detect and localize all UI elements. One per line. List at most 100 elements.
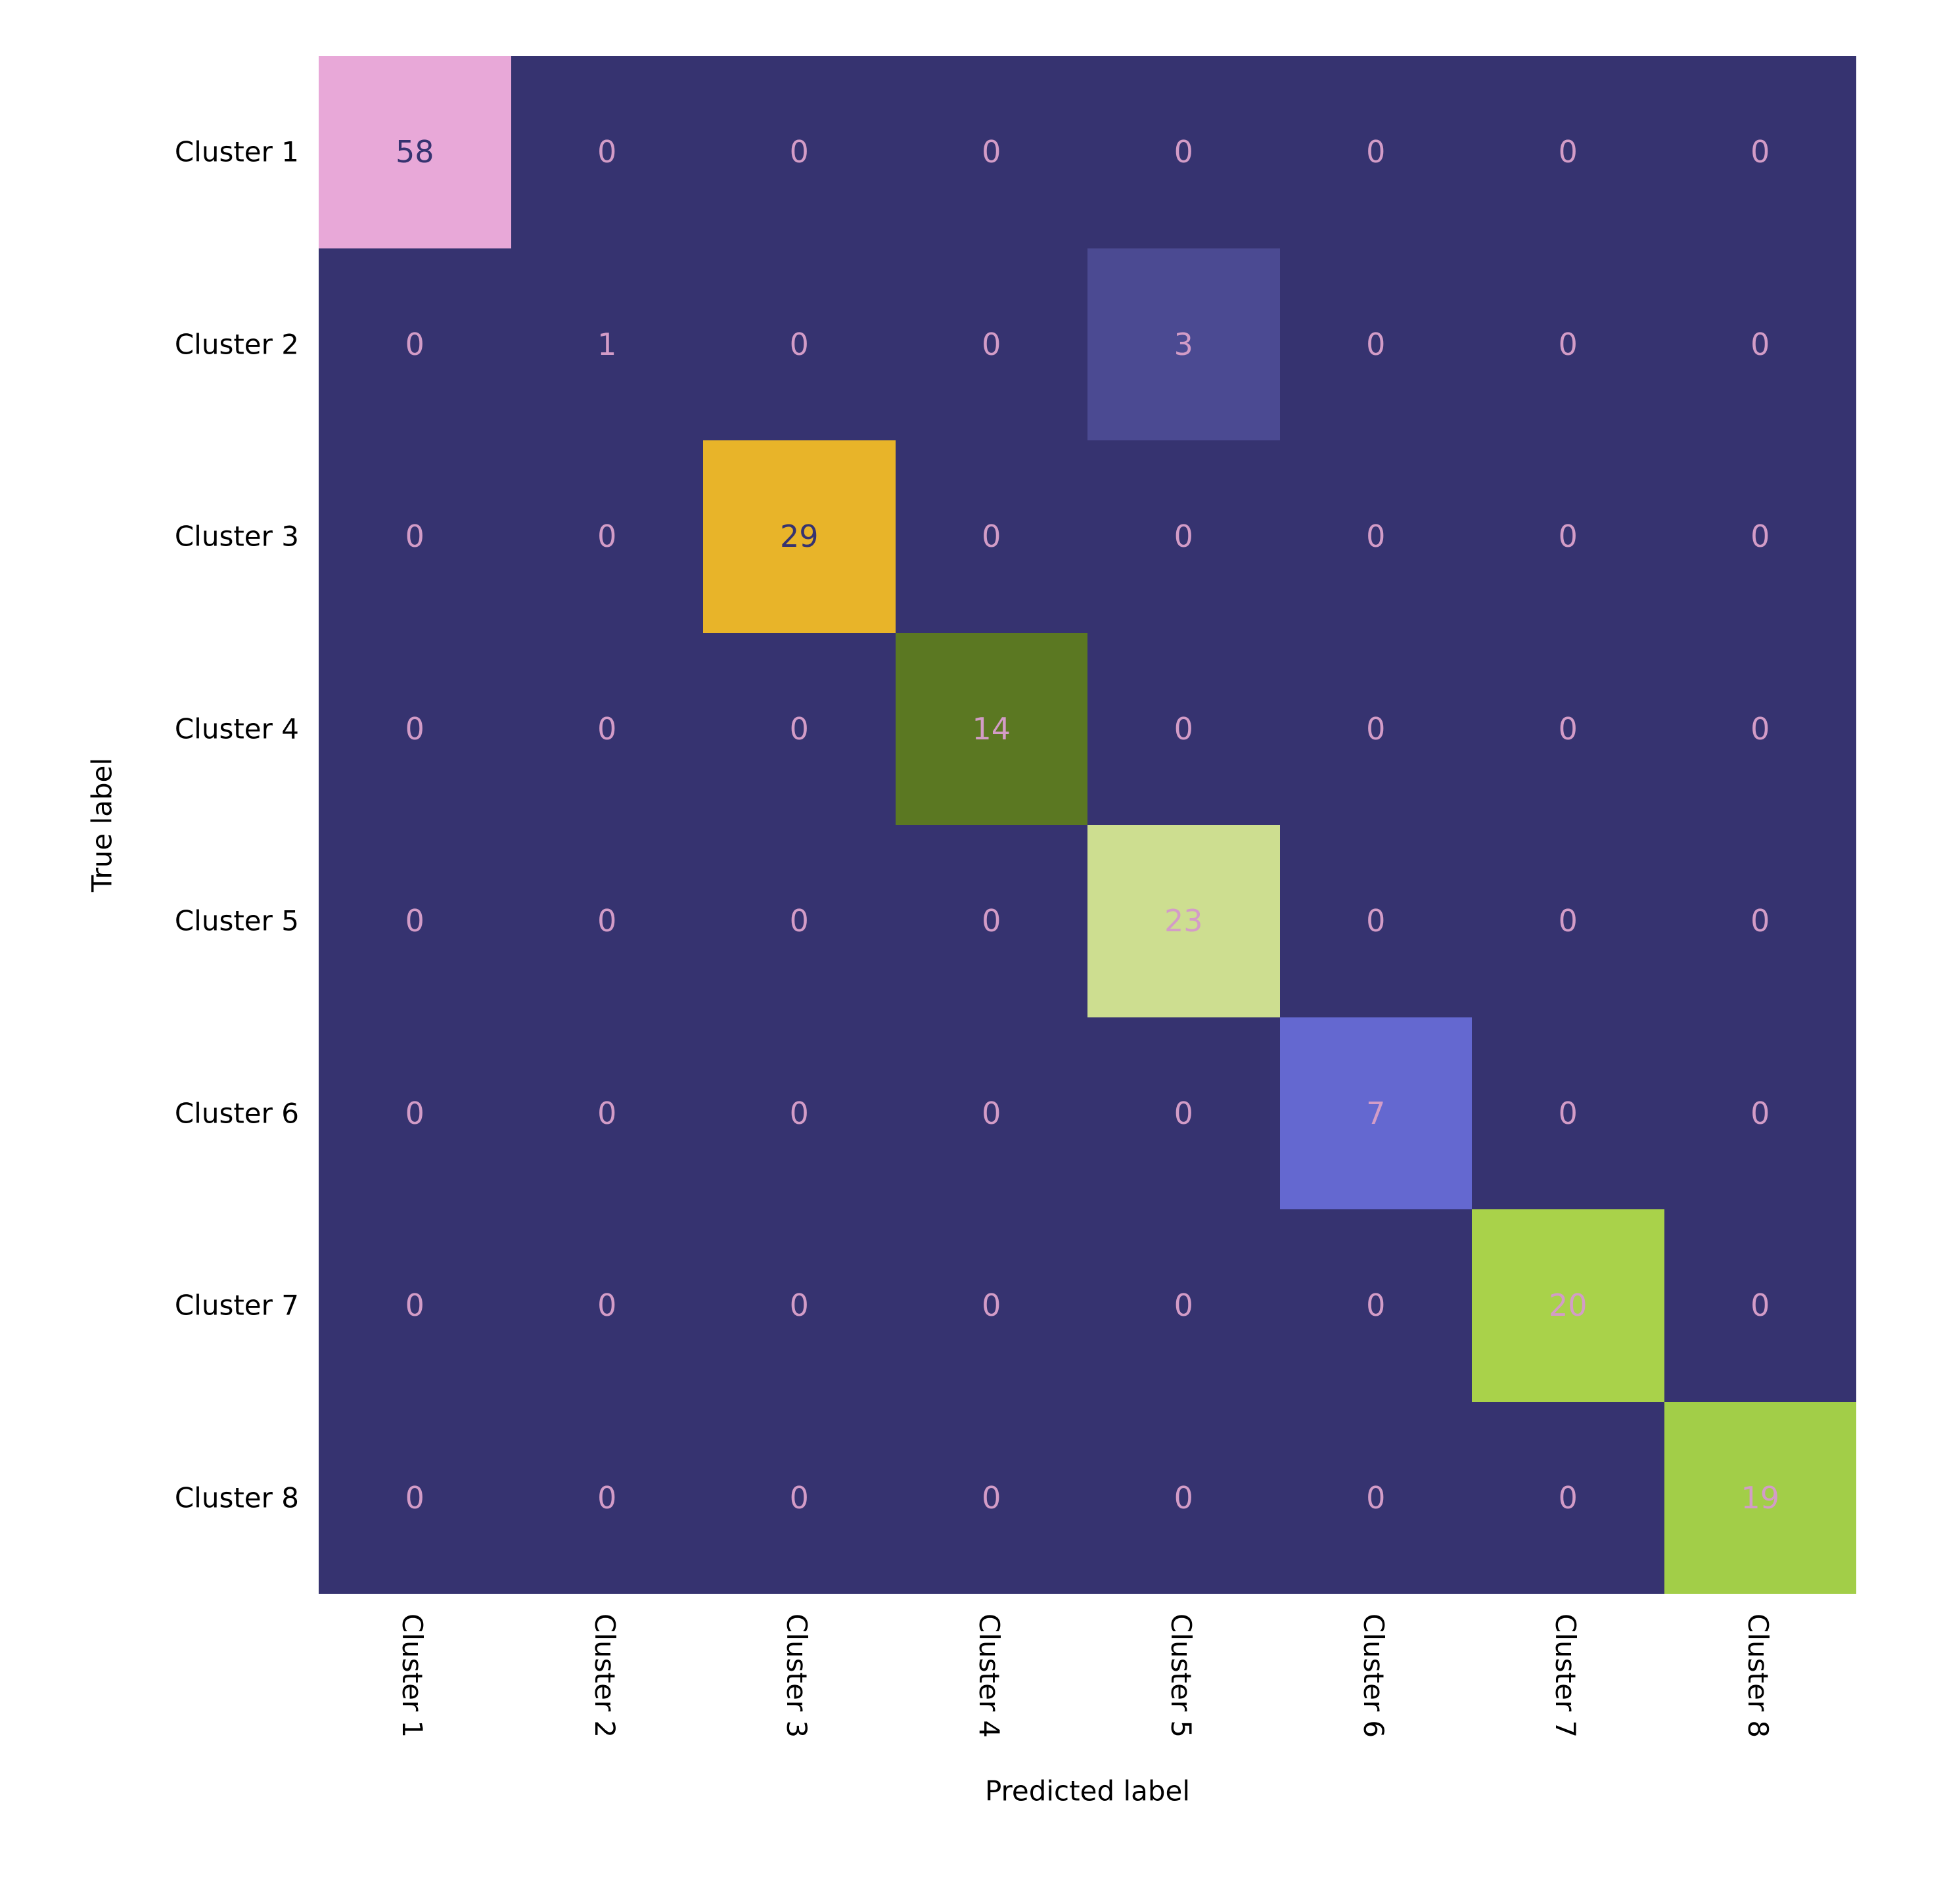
cell-value: 0 (597, 903, 616, 939)
cell-value: 0 (982, 903, 1001, 939)
heatmap-cell: 0 (1087, 1017, 1280, 1210)
y-tick-label: Cluster 8 (175, 1481, 299, 1514)
heatmap-cell: 0 (511, 440, 704, 633)
cell-value: 19 (1741, 1480, 1779, 1516)
cell-value: 0 (790, 1480, 809, 1516)
heatmap-cell: 0 (1664, 1209, 1857, 1402)
heatmap-cell: 0 (319, 633, 511, 825)
cell-value: 0 (1750, 134, 1770, 170)
cell-value: 58 (396, 134, 434, 170)
x-axis-label: Predicted label (985, 1775, 1190, 1807)
heatmap-cell: 0 (896, 1017, 1088, 1210)
y-axis-label: True label (86, 758, 118, 892)
heatmap-cell: 0 (319, 440, 511, 633)
x-tick-label: Cluster 5 (1165, 1614, 1197, 1738)
cell-value: 0 (1559, 711, 1578, 747)
cell-value: 0 (1559, 519, 1578, 554)
cell-value: 1 (597, 327, 616, 362)
cell-value: 0 (1559, 327, 1578, 362)
cell-value: 0 (1750, 711, 1770, 747)
cell-value: 29 (780, 519, 819, 554)
heatmap-cell: 0 (703, 633, 896, 825)
heatmap-cell: 0 (703, 248, 896, 441)
cell-value: 0 (982, 1480, 1001, 1516)
cell-value: 0 (597, 519, 616, 554)
cell-value: 20 (1549, 1288, 1588, 1323)
heatmap-cell: 0 (1472, 440, 1664, 633)
cell-value: 0 (790, 1288, 809, 1323)
cell-value: 0 (597, 134, 616, 170)
heatmap-cell: 0 (1087, 633, 1280, 825)
y-tick-label: Cluster 5 (175, 905, 299, 937)
heatmap-cell: 0 (511, 56, 704, 248)
heatmap-cell: 29 (703, 440, 896, 633)
cell-value: 0 (982, 327, 1001, 362)
heatmap-grid: 58 0 0 0 0 0 0 0 0 1 0 0 3 0 0 0 0 0 29 0 0 0 0 0 0 0 0 14 0 0 0 0 0 0 0 0 2… (319, 56, 1856, 1594)
y-tick-label: Cluster 7 (175, 1289, 299, 1322)
x-tick-label: Cluster 6 (1358, 1614, 1390, 1738)
heatmap-cell: 0 (1472, 825, 1664, 1017)
heatmap-cell: 20 (1472, 1209, 1664, 1402)
cell-value: 14 (972, 711, 1011, 747)
heatmap-cell: 0 (703, 1402, 896, 1594)
cell-value: 0 (1366, 519, 1385, 554)
cell-value: 0 (1366, 134, 1385, 170)
heatmap-cell: 0 (319, 1209, 511, 1402)
y-tick-label: Cluster 6 (175, 1097, 299, 1129)
cell-value: 0 (405, 1288, 424, 1323)
cell-value: 0 (1366, 327, 1385, 362)
heatmap-cell: 0 (1664, 825, 1857, 1017)
heatmap-cell: 0 (511, 825, 704, 1017)
heatmap-cell: 0 (1280, 825, 1473, 1017)
cell-value: 0 (982, 1096, 1001, 1131)
cell-value: 0 (982, 134, 1001, 170)
cell-value: 0 (405, 519, 424, 554)
cell-value: 0 (1366, 903, 1385, 939)
cell-value: 0 (597, 711, 616, 747)
cell-value: 0 (1366, 1288, 1385, 1323)
heatmap-cell: 0 (703, 825, 896, 1017)
cell-value: 0 (1174, 1288, 1193, 1323)
cell-value: 0 (982, 519, 1001, 554)
x-tick-label: Cluster 4 (973, 1614, 1005, 1738)
cell-value: 0 (1750, 903, 1770, 939)
heatmap-cell: 0 (1087, 1402, 1280, 1594)
cell-value: 0 (1559, 134, 1578, 170)
cell-value: 0 (790, 327, 809, 362)
heatmap-cell: 0 (511, 1402, 704, 1594)
x-tick-label: Cluster 3 (781, 1614, 813, 1738)
heatmap-cell: 0 (1280, 633, 1473, 825)
heatmap-cell: 0 (703, 1209, 896, 1402)
heatmap-cell: 0 (319, 1402, 511, 1594)
y-tick-label: Cluster 4 (175, 712, 299, 745)
heatmap-cell: 0 (896, 440, 1088, 633)
heatmap-cell: 0 (511, 633, 704, 825)
y-tick-label: Cluster 2 (175, 328, 299, 360)
cell-value: 0 (790, 711, 809, 747)
cell-value: 0 (405, 711, 424, 747)
heatmap-cell: 0 (1087, 56, 1280, 248)
y-tick-label: Cluster 1 (175, 136, 299, 168)
cell-value: 0 (405, 327, 424, 362)
cell-value: 0 (790, 1096, 809, 1131)
heatmap-cell: 0 (1280, 440, 1473, 633)
heatmap-cell: 0 (703, 1017, 896, 1210)
x-tick-label: Cluster 7 (1549, 1614, 1582, 1738)
cell-value: 23 (1164, 903, 1203, 939)
heatmap-cell: 0 (319, 248, 511, 441)
heatmap-cell: 0 (1280, 1209, 1473, 1402)
cell-value: 0 (1559, 903, 1578, 939)
heatmap-cell: 0 (1472, 1017, 1664, 1210)
heatmap-cell: 0 (1664, 1017, 1857, 1210)
cell-value: 0 (405, 1096, 424, 1131)
heatmap-cell: 1 (511, 248, 704, 441)
cell-value: 0 (982, 1288, 1001, 1323)
cell-value: 3 (1174, 327, 1193, 362)
cell-value: 0 (1750, 327, 1770, 362)
y-tick-label: Cluster 3 (175, 521, 299, 553)
heatmap-cell: 0 (896, 56, 1088, 248)
heatmap-cell: 19 (1664, 1402, 1857, 1594)
heatmap-cell: 0 (1664, 248, 1857, 441)
cell-value: 0 (790, 903, 809, 939)
heatmap-cell: 0 (1280, 248, 1473, 441)
